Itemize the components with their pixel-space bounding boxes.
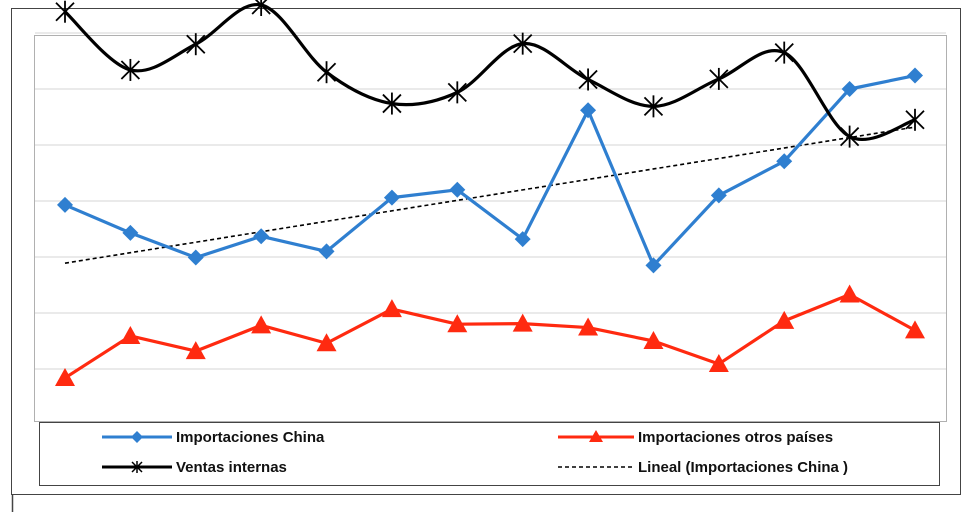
legend-label-importaciones-otros: Importaciones otros países (638, 429, 833, 446)
legend: Importaciones China Importaciones otros … (39, 422, 940, 486)
data-point (774, 310, 795, 329)
data-point (578, 317, 599, 336)
data-point (512, 313, 533, 332)
data-point (643, 95, 664, 118)
data-point (709, 67, 729, 90)
data-point (316, 333, 337, 352)
series-importaciones-otros-paises (55, 284, 925, 386)
series-line-importaciones-otros-paises (64, 292, 916, 380)
legend-marker-importaciones-china (131, 431, 143, 443)
data-point (57, 196, 73, 213)
legend-item-importaciones-otros: Importaciones otros países (558, 429, 833, 446)
data-point (708, 353, 729, 372)
data-point (774, 41, 794, 64)
data-point (316, 61, 337, 84)
data-point (645, 257, 662, 274)
data-point (318, 243, 335, 260)
data-point (710, 187, 727, 204)
data-point (839, 284, 860, 303)
legend-marker-importaciones-otros (589, 430, 603, 442)
legend-item-ventas-internas: Ventas internas (102, 459, 287, 476)
data-point (55, 0, 75, 23)
trendline-lineal-importaciones-china (64, 126, 916, 264)
series-line-ventas-internas (63, 3, 916, 141)
legend-box (39, 422, 940, 486)
series-layer (55, 0, 925, 386)
data-point (383, 189, 400, 206)
data-point (381, 299, 402, 318)
data-point (514, 231, 531, 248)
series-line-importaciones-china (64, 73, 916, 267)
data-point (905, 108, 925, 131)
data-point (513, 32, 533, 55)
data-point (447, 314, 468, 333)
data-point (839, 125, 860, 148)
data-point (187, 249, 204, 266)
legend-label-lineal: Lineal (Importaciones China ) (638, 459, 848, 476)
data-point (251, 0, 271, 16)
legend-item-lineal: Lineal (Importaciones China ) (558, 459, 848, 476)
data-point (449, 181, 466, 198)
plot-area (34, 35, 947, 422)
series-importaciones-china (57, 67, 923, 274)
series-lineal-importaciones-china (64, 126, 916, 264)
data-point (580, 102, 597, 119)
data-point (185, 341, 206, 360)
data-point (251, 315, 272, 334)
data-point (447, 81, 467, 104)
gridlines (35, 32, 946, 370)
legend-marker-ventas-internas (131, 461, 143, 473)
data-point (776, 153, 793, 170)
legend-label-ventas-internas: Ventas internas (176, 459, 287, 476)
data-point (122, 224, 139, 241)
data-point (578, 68, 598, 91)
data-point (382, 92, 402, 115)
series-ventas-internas (55, 0, 925, 148)
data-point (120, 325, 141, 344)
legend-item-importaciones-china: Importaciones China (102, 429, 325, 446)
data-point (55, 367, 75, 386)
data-point (120, 58, 141, 81)
data-point (186, 33, 206, 56)
data-point (643, 331, 664, 349)
data-point (841, 81, 858, 97)
data-point (907, 67, 923, 84)
legend-label-importaciones-china: Importaciones China (176, 429, 325, 446)
data-point (905, 320, 925, 339)
data-point (253, 228, 270, 245)
